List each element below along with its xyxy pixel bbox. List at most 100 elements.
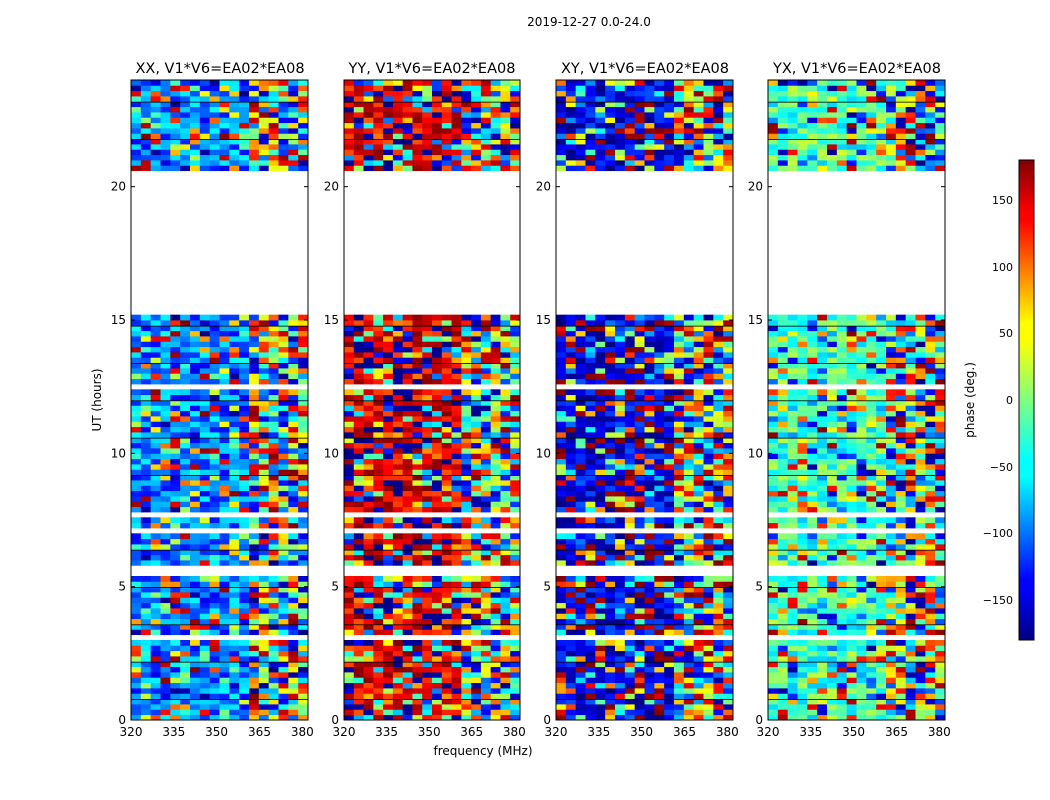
heatmap-cell xyxy=(461,677,472,684)
heatmap-cell xyxy=(723,698,734,705)
heatmap-cell xyxy=(160,320,171,326)
heatmap-cell xyxy=(654,373,665,380)
heatmap-cell xyxy=(693,544,704,550)
heatmap-cell xyxy=(288,112,299,118)
heatmap-cell xyxy=(422,704,433,710)
heatmap-cell xyxy=(432,640,443,646)
heatmap-cell xyxy=(644,96,655,102)
flag-line xyxy=(556,138,733,140)
heatmap-cell xyxy=(693,133,704,140)
heatmap-cell xyxy=(634,133,645,140)
heatmap-cell xyxy=(432,661,443,668)
heatmap-cell xyxy=(664,709,675,716)
heatmap-cell xyxy=(480,133,492,140)
heatmap-cell xyxy=(585,90,596,97)
heatmap-cell xyxy=(288,330,299,337)
heatmap-cell xyxy=(556,672,567,678)
heatmap-cell xyxy=(131,410,142,417)
heatmap-cell xyxy=(160,645,171,652)
heatmap-cell xyxy=(363,538,374,545)
heatmap-cell xyxy=(199,453,211,460)
heatmap-cell xyxy=(644,608,655,614)
heatmap-cell xyxy=(209,714,220,721)
heatmap-cell xyxy=(298,133,309,140)
heatmap-cell xyxy=(595,469,606,476)
heatmap-cell xyxy=(500,624,511,630)
heatmap-cell xyxy=(412,405,423,412)
heatmap-cell xyxy=(432,485,443,492)
heatmap-cell xyxy=(392,149,404,156)
heatmap-cell xyxy=(490,432,501,438)
heatmap-cell xyxy=(723,688,734,694)
heatmap-cell xyxy=(383,352,394,358)
heatmap-cell xyxy=(674,554,685,561)
heatmap-cell xyxy=(268,560,279,566)
heatmap-cell xyxy=(392,586,404,593)
heatmap-cell xyxy=(392,661,404,668)
heatmap-cell xyxy=(935,682,946,689)
heatmap-cell xyxy=(565,576,577,582)
heatmap-cell xyxy=(490,469,501,476)
heatmap-cell xyxy=(644,666,655,673)
heatmap-cell xyxy=(140,640,152,646)
heatmap-cell xyxy=(615,330,626,337)
heatmap-cell xyxy=(585,378,596,385)
heatmap-cell xyxy=(683,624,695,630)
heatmap-cell xyxy=(363,389,374,396)
heatmap-cell xyxy=(634,421,645,428)
heatmap-cell xyxy=(575,373,586,380)
heatmap-cell xyxy=(344,698,355,705)
heatmap-cell xyxy=(383,368,394,374)
heatmap-cell xyxy=(471,464,482,470)
heatmap-cell xyxy=(229,154,240,161)
heatmap-cell xyxy=(664,618,675,625)
heatmap-cell xyxy=(298,506,309,513)
heatmap-cell xyxy=(131,586,142,593)
heatmap-cell xyxy=(807,709,818,716)
heatmap-cell xyxy=(160,693,171,700)
heatmap-cell xyxy=(373,341,384,348)
heatmap-cell xyxy=(490,149,501,156)
heatmap-cell xyxy=(298,149,309,156)
heatmap-cell xyxy=(693,346,704,353)
heatmap-cell xyxy=(713,432,724,438)
heatmap-cell xyxy=(219,394,230,401)
heatmap-cell xyxy=(615,501,626,508)
heatmap-cell xyxy=(402,330,413,337)
heatmap-cell xyxy=(866,704,877,710)
heatmap-cell xyxy=(556,677,567,684)
heatmap-cell xyxy=(683,80,695,86)
heatmap-cell xyxy=(249,522,260,529)
heatmap-cell xyxy=(160,469,171,476)
heatmap-cell xyxy=(412,464,423,470)
heatmap-cell xyxy=(278,336,289,342)
heatmap-cell xyxy=(654,661,665,668)
heatmap-cell xyxy=(344,464,355,470)
heatmap-cell xyxy=(451,698,462,705)
heatmap-cell xyxy=(615,80,626,86)
heatmap-cell xyxy=(268,656,279,662)
heatmap-cell xyxy=(693,325,704,332)
heatmap-cell xyxy=(693,704,704,710)
heatmap-cell xyxy=(595,394,606,401)
heatmap-cell xyxy=(624,442,636,449)
heatmap-cell xyxy=(344,661,355,668)
heatmap-cell xyxy=(713,714,724,721)
heatmap-cell xyxy=(258,442,270,449)
heatmap-cell xyxy=(373,661,384,668)
heatmap-cell xyxy=(199,522,211,529)
y-tick-label: 5 xyxy=(331,580,339,594)
heatmap-cell xyxy=(373,704,384,710)
heatmap-cell xyxy=(140,437,152,444)
heatmap-cell xyxy=(723,666,734,673)
heatmap-cell xyxy=(605,517,616,524)
heatmap-cell xyxy=(278,458,289,465)
heatmap-cell xyxy=(595,485,606,492)
heatmap-cell xyxy=(353,389,364,396)
heatmap-cell xyxy=(199,448,211,454)
heatmap-cell xyxy=(363,522,374,529)
heatmap-cell xyxy=(703,464,714,470)
heatmap-cell xyxy=(624,341,636,348)
heatmap-cell xyxy=(268,346,279,353)
heatmap-cell xyxy=(131,453,142,460)
